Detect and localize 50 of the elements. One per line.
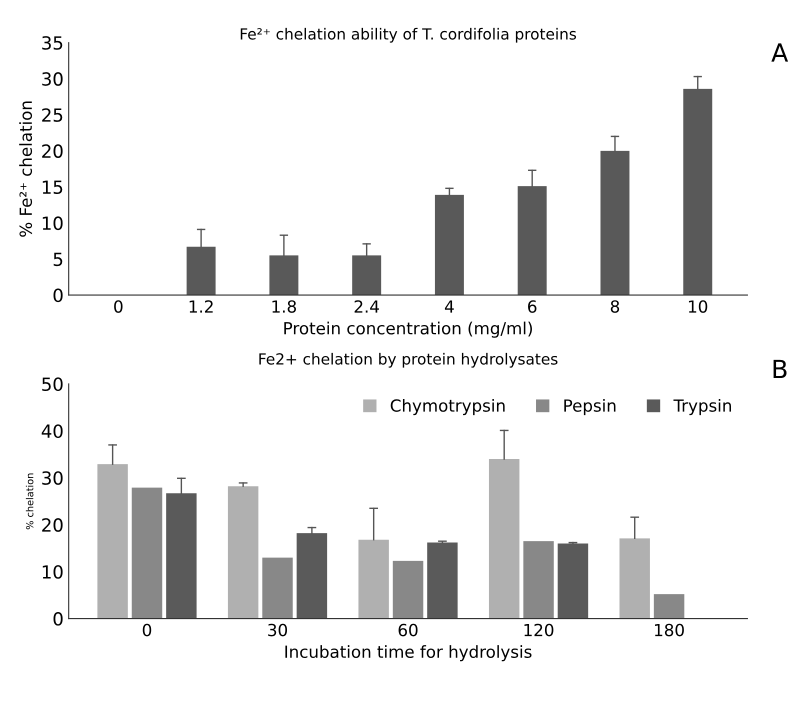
y-tick-label: 40 bbox=[42, 424, 63, 438]
x-tick-label: 180 bbox=[655, 624, 684, 636]
x-tick-label: 1.2 bbox=[190, 300, 213, 313]
x-tick-label: 6 bbox=[528, 300, 536, 313]
bar bbox=[262, 558, 293, 619]
x-tick-label: 60 bbox=[398, 624, 418, 636]
y-tick-label: 10 bbox=[42, 565, 63, 579]
x-tick-label: 2.4 bbox=[354, 300, 379, 313]
y-tick-label: 25 bbox=[42, 108, 62, 122]
y-axis-title: % chelation bbox=[26, 474, 34, 530]
y-tick-label: 30 bbox=[42, 72, 63, 86]
x-tick-label: 30 bbox=[268, 624, 288, 636]
y-tick-label: 0 bbox=[54, 612, 63, 626]
y-tick-label: 15 bbox=[42, 180, 62, 194]
x-tick-label: 0 bbox=[114, 300, 123, 313]
x-tick-label: 10 bbox=[688, 300, 708, 313]
bar bbox=[523, 541, 554, 619]
bar bbox=[392, 560, 424, 619]
y-tick-label: 35 bbox=[42, 36, 62, 50]
bar bbox=[228, 486, 258, 619]
y-tick-label: 10 bbox=[42, 216, 63, 230]
x-axis-title: Incubation time for hydrolysis bbox=[285, 645, 532, 662]
x-tick-label: 4 bbox=[444, 300, 454, 313]
bar bbox=[654, 594, 684, 619]
bar bbox=[619, 538, 650, 619]
text: A bbox=[771, 43, 788, 62]
y-tick-label: 5 bbox=[54, 252, 62, 266]
chart-title: Fe²⁺ chelation ability of T. cordifolia proteins bbox=[240, 28, 576, 43]
y-tick-label: 20 bbox=[42, 518, 63, 532]
chart-title: Fe2+ chelation by protein hydrolysates bbox=[259, 352, 558, 368]
y-axis-title: % Fe²⁺ chelation bbox=[19, 101, 32, 237]
bar bbox=[132, 488, 162, 619]
bar bbox=[358, 540, 389, 619]
x-tick-label: 1.8 bbox=[272, 300, 296, 313]
x-tick-label: 8 bbox=[610, 300, 620, 313]
y-tick-label: 0 bbox=[54, 288, 63, 302]
bar bbox=[427, 542, 458, 619]
legend-label: Trypsin bbox=[673, 398, 731, 416]
x-axis-title: Protein concentration (mg/ml) bbox=[284, 322, 532, 338]
legend-label: Chymotrypsin bbox=[390, 398, 505, 416]
text: B bbox=[774, 360, 787, 378]
y-tick-label: 20 bbox=[42, 144, 63, 158]
bar bbox=[97, 464, 128, 619]
bar bbox=[558, 543, 588, 619]
y-tick-label: 30 bbox=[42, 471, 63, 485]
y-tick-label: 50 bbox=[42, 377, 63, 392]
legend-label: Pepsin bbox=[564, 398, 616, 416]
bar bbox=[488, 459, 520, 619]
x-tick-label: 0 bbox=[142, 624, 152, 636]
x-tick-label: 120 bbox=[524, 624, 554, 636]
